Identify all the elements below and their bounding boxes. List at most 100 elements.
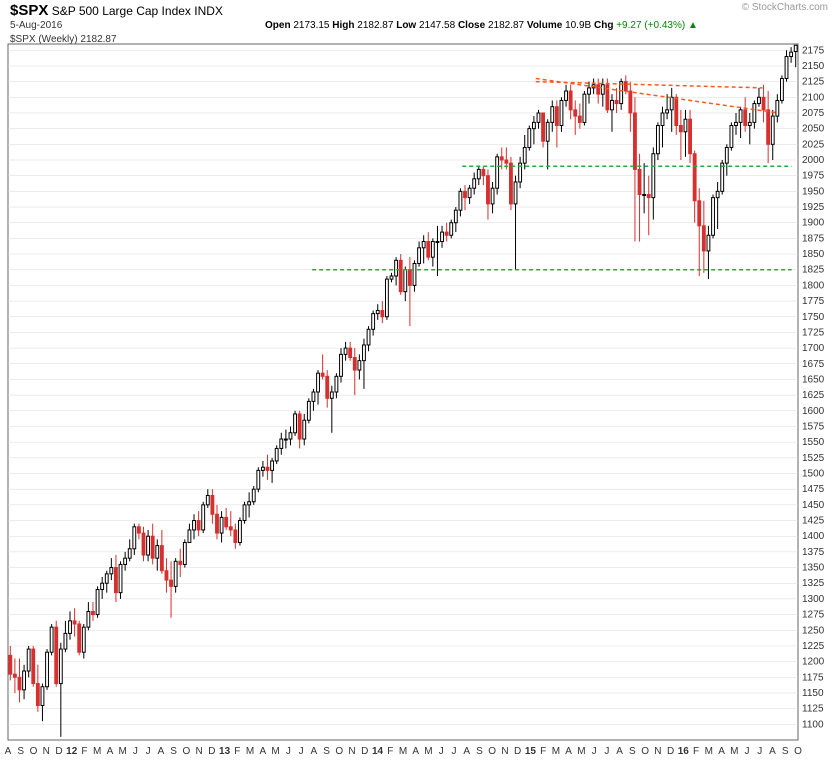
svg-text:M: M	[119, 746, 127, 757]
svg-text:1975: 1975	[802, 171, 825, 182]
svg-text:D: D	[361, 746, 368, 757]
svg-text:1300: 1300	[802, 594, 825, 605]
svg-text:1850: 1850	[802, 249, 825, 260]
svg-text:A: A	[412, 746, 419, 757]
svg-text:M: M	[271, 746, 279, 757]
stock-chart: $SPX S&P 500 Large Cap Index INDX © Stoc…	[0, 0, 840, 762]
svg-text:15: 15	[525, 746, 537, 757]
svg-text:2025: 2025	[802, 139, 825, 150]
svg-text:1325: 1325	[802, 578, 825, 589]
svg-text:J: J	[451, 746, 456, 757]
svg-text:D: D	[514, 746, 521, 757]
svg-text:16: 16	[678, 746, 690, 757]
svg-text:M: M	[246, 746, 254, 757]
svg-text:1675: 1675	[802, 359, 825, 370]
svg-text:O: O	[182, 746, 190, 757]
svg-text:J: J	[592, 746, 597, 757]
svg-text:S: S	[782, 746, 789, 757]
svg-text:1475: 1475	[802, 484, 825, 495]
svg-text:D: D	[667, 746, 674, 757]
svg-text:O: O	[30, 746, 38, 757]
svg-text:13: 13	[219, 746, 231, 757]
svg-text:M: M	[577, 746, 585, 757]
svg-text:1125: 1125	[802, 704, 824, 715]
svg-text:1150: 1150	[802, 688, 824, 699]
svg-text:N: N	[348, 746, 355, 757]
svg-text:1875: 1875	[802, 233, 825, 244]
svg-text:A: A	[769, 746, 776, 757]
svg-text:N: N	[654, 746, 661, 757]
svg-text:1500: 1500	[802, 469, 825, 480]
svg-text:12: 12	[66, 746, 78, 757]
svg-text:2075: 2075	[802, 108, 825, 119]
svg-text:J: J	[133, 746, 138, 757]
svg-text:J: J	[439, 746, 444, 757]
chart-date: 5-Aug-2016	[10, 20, 62, 31]
svg-text:A: A	[158, 746, 165, 757]
svg-text:1900: 1900	[802, 218, 825, 229]
svg-text:2000: 2000	[802, 155, 825, 166]
svg-text:D: D	[208, 746, 215, 757]
svg-text:1575: 1575	[802, 421, 825, 432]
svg-text:S: S	[476, 746, 483, 757]
svg-text:O: O	[488, 746, 496, 757]
svg-text:A: A	[5, 746, 12, 757]
svg-text:1400: 1400	[802, 531, 825, 542]
svg-text:1925: 1925	[802, 202, 825, 213]
svg-text:F: F	[234, 746, 240, 757]
chart-title: $SPX S&P 500 Large Cap Index INDX	[10, 2, 223, 19]
svg-text:A: A	[565, 746, 572, 757]
svg-text:F: F	[693, 746, 699, 757]
svg-text:S: S	[629, 746, 636, 757]
svg-text:J: J	[757, 746, 762, 757]
svg-text:A: A	[718, 746, 725, 757]
svg-text:O: O	[335, 746, 343, 757]
svg-text:1600: 1600	[802, 406, 825, 417]
svg-text:A: A	[463, 746, 470, 757]
svg-text:A: A	[616, 746, 623, 757]
svg-text:2150: 2150	[802, 61, 825, 72]
chart-header: $SPX S&P 500 Large Cap Index INDX © Stoc…	[0, 0, 840, 28]
svg-text:1550: 1550	[802, 437, 825, 448]
svg-text:1775: 1775	[802, 296, 825, 307]
svg-text:M: M	[705, 746, 713, 757]
svg-text:1350: 1350	[802, 563, 825, 574]
svg-text:1800: 1800	[802, 280, 825, 291]
svg-text:2125: 2125	[802, 77, 825, 88]
svg-text:S: S	[170, 746, 177, 757]
svg-text:2100: 2100	[802, 92, 825, 103]
svg-text:2175: 2175	[802, 45, 825, 56]
exchange-code: INDX	[194, 4, 223, 18]
svg-text:F: F	[387, 746, 393, 757]
svg-text:1950: 1950	[802, 186, 825, 197]
index-name: S&P 500 Large Cap Index	[52, 4, 191, 18]
svg-text:M: M	[424, 746, 432, 757]
svg-text:1375: 1375	[802, 547, 825, 558]
svg-text:J: J	[604, 746, 609, 757]
svg-text:1700: 1700	[802, 343, 825, 354]
svg-text:1225: 1225	[802, 641, 825, 652]
svg-text:A: A	[107, 746, 114, 757]
svg-text:M: M	[399, 746, 407, 757]
svg-text:1725: 1725	[802, 327, 825, 338]
svg-text:1425: 1425	[802, 516, 825, 527]
svg-text:J: J	[745, 746, 750, 757]
svg-text:1275: 1275	[802, 610, 825, 621]
svg-text:M: M	[93, 746, 101, 757]
svg-text:S: S	[323, 746, 330, 757]
svg-text:N: N	[501, 746, 508, 757]
svg-text:M: M	[730, 746, 738, 757]
svg-text:J: J	[286, 746, 291, 757]
svg-text:1625: 1625	[802, 390, 825, 401]
svg-text:A: A	[260, 746, 267, 757]
svg-text:F: F	[81, 746, 87, 757]
ticker-symbol: $SPX	[10, 2, 48, 19]
svg-text:1650: 1650	[802, 374, 825, 385]
ohlc-readout: Open 2173.15 High 2182.87 Low 2147.58 Cl…	[265, 20, 698, 31]
svg-text:J: J	[299, 746, 304, 757]
svg-text:O: O	[641, 746, 649, 757]
svg-text:O: O	[794, 746, 802, 757]
svg-text:1175: 1175	[802, 672, 824, 683]
svg-text:D: D	[55, 746, 62, 757]
svg-text:1450: 1450	[802, 500, 825, 511]
